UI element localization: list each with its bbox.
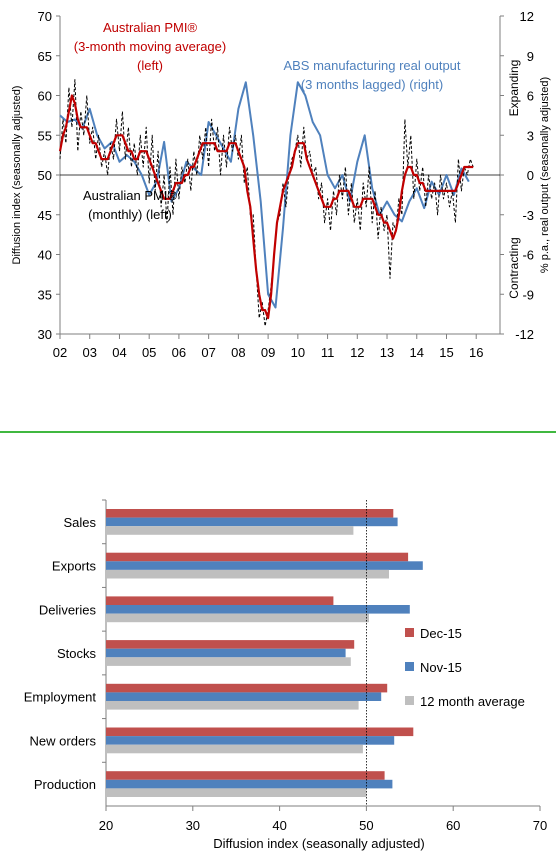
contracting-label: Contracting [507, 237, 521, 298]
left-tick-label: 35 [38, 287, 52, 302]
pmi-ma-annotation: Australian PMI® [103, 20, 198, 35]
category-label: Exports [52, 559, 97, 574]
bar [106, 613, 369, 623]
left-tick-label: 30 [38, 327, 52, 342]
bar [106, 788, 367, 797]
bar-x-tick-label: 60 [446, 818, 460, 833]
category-label: Deliveries [39, 602, 97, 617]
bar-x-tick-label: 50 [359, 818, 373, 833]
bar [106, 569, 389, 579]
x-tick-label: 13 [380, 345, 394, 360]
bar [106, 596, 334, 605]
x-tick-label: 10 [291, 345, 305, 360]
right-tick-label: 12 [520, 9, 534, 24]
right-tick-label: -3 [522, 208, 534, 223]
x-tick-label: 14 [410, 345, 424, 360]
right-tick-label: -12 [515, 327, 534, 342]
right-tick-label: 9 [527, 49, 534, 64]
bar-x-tick-label: 40 [272, 818, 286, 833]
bar [106, 771, 385, 780]
x-tick-label: 08 [231, 345, 245, 360]
legend-label: Nov-15 [420, 660, 462, 675]
bar [106, 509, 394, 518]
left-tick-label: 45 [38, 208, 52, 223]
left-axis-title: Diffusion index (seasonally adjusted) [11, 86, 23, 265]
left-tick-label: 70 [38, 9, 52, 24]
abs-annotation: (3 months lagged) (right) [301, 77, 443, 92]
left-tick-label: 50 [38, 168, 52, 183]
x-tick-label: 11 [321, 345, 335, 360]
x-tick-label: 04 [112, 345, 126, 360]
right-tick-label: 6 [527, 89, 534, 104]
x-tick-label: 16 [469, 345, 483, 360]
left-tick-label: 60 [38, 89, 52, 104]
bar [106, 561, 423, 570]
pmi-monthly-annotation: Australian PMI® [83, 188, 178, 203]
x-tick-label: 05 [142, 345, 156, 360]
left-tick-label: 65 [38, 49, 52, 64]
x-tick-label: 09 [261, 345, 275, 360]
bar [106, 657, 351, 666]
bar [106, 727, 414, 737]
pmi-monthly-annotation: (monthly) (left) [88, 207, 172, 222]
abs-annotation: ABS manufacturing real output [283, 58, 460, 73]
category-label: Stocks [57, 646, 97, 661]
category-label: Production [34, 777, 96, 792]
bar [106, 683, 388, 693]
bar [106, 701, 359, 710]
bar [106, 736, 395, 745]
x-tick-label: 03 [82, 345, 96, 360]
right-tick-label: 3 [527, 128, 534, 143]
abs-output-line [59, 81, 470, 309]
bar-x-tick-label: 20 [99, 818, 113, 833]
bar [106, 648, 346, 658]
right-tick-label: -9 [522, 287, 534, 302]
bar-x-tick-label: 70 [533, 818, 547, 833]
bar [106, 779, 393, 789]
category-label: New orders [30, 733, 97, 748]
pmi-ma-line [58, 94, 474, 320]
bar [106, 517, 398, 527]
pmi-ma-annotation: (3-month moving average) [74, 39, 226, 54]
left-tick-label: 55 [38, 128, 52, 143]
bar [106, 744, 363, 754]
bar [106, 640, 355, 649]
legend-label: 12 month average [420, 694, 525, 709]
expanding-label: Expanding [507, 60, 521, 117]
bar [106, 526, 354, 535]
x-tick-label: 12 [350, 345, 364, 360]
legend-label: Dec-15 [420, 626, 462, 641]
category-label: Sales [63, 515, 96, 530]
pmi-monthly-line [59, 79, 474, 327]
right-axis-title: % p.a., real output (seasonally adjusted… [539, 77, 551, 273]
left-tick-label: 40 [38, 248, 52, 263]
category-label: Employment [24, 690, 97, 705]
x-tick-label: 07 [201, 345, 215, 360]
bar-chart: 20 30 40 50 60 70 Diffusion index (seasonally … [24, 499, 547, 851]
x-tick-label: 15 [439, 345, 453, 360]
right-tick-label: 0 [527, 168, 534, 183]
bar-x-axis-title: Diffusion index (seasonally adjusted) [213, 836, 425, 851]
bar [106, 692, 382, 701]
bar [106, 552, 409, 562]
bar-x-tick-label: 30 [186, 818, 200, 833]
x-tick-label: 02 [53, 345, 67, 360]
legend-swatch [405, 696, 414, 705]
legend-swatch [405, 628, 414, 637]
pmi-ma-annotation: (left) [137, 58, 163, 73]
x-tick-label: 06 [172, 345, 186, 360]
bar [106, 605, 410, 614]
legend-swatch [405, 662, 414, 671]
right-tick-label: -6 [522, 248, 534, 263]
